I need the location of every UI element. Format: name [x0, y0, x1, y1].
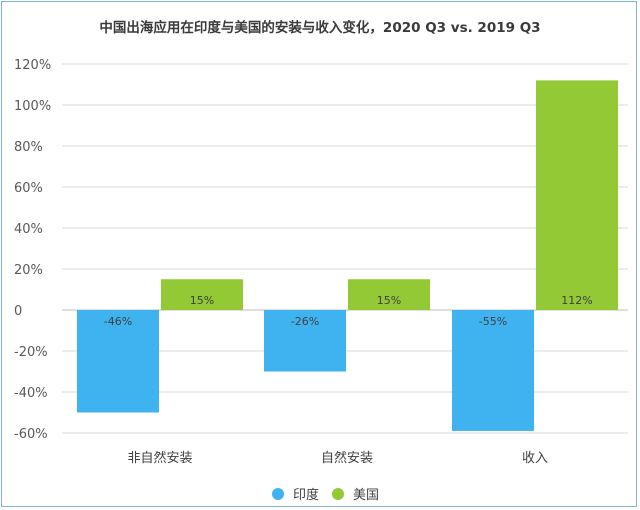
bars [77, 80, 618, 431]
y-tick-label: -20% [14, 345, 48, 360]
bar-india [77, 310, 159, 413]
bar-india [264, 310, 346, 372]
bar-usa [536, 80, 618, 311]
x-category-label: 自然安装 [321, 450, 373, 466]
y-tick-label: 80% [14, 140, 43, 155]
y-tick-label: 60% [14, 181, 43, 196]
y-tick-label: 0 [14, 304, 22, 319]
data-labels: -46% 15% -26% 15% -55% 112% [104, 294, 593, 328]
bar-usa [161, 279, 243, 310]
y-axis: 120% 100% 80% 60% 40% 20% 0 -20% -40% -60% [14, 58, 51, 442]
x-axis: 非自然安装 自然安装 收入 [127, 450, 548, 466]
y-tick-label: 100% [14, 99, 51, 114]
y-tick-label: 40% [14, 222, 43, 237]
y-tick-label: 120% [14, 58, 51, 73]
legend-india-label: 印度 [293, 487, 319, 503]
y-tick-label: -40% [14, 386, 48, 401]
data-label: -46% [104, 315, 132, 328]
legend-india-swatch [272, 488, 284, 500]
x-category-label: 收入 [522, 451, 548, 466]
chart-title: 中国出海应用在印度与美国的安装与收入变化，2020 Q3 vs. 2019 Q3 [99, 19, 540, 36]
y-tick-label: 20% [14, 263, 43, 278]
bar-usa [348, 279, 430, 310]
legend: 印度 美国 [272, 487, 379, 503]
data-label: 15% [377, 294, 401, 307]
legend-usa-swatch [332, 488, 344, 500]
y-tick-label: -60% [14, 427, 48, 442]
x-category-label: 非自然安装 [127, 450, 192, 466]
legend-usa-label: 美国 [353, 488, 379, 503]
data-label: -55% [479, 315, 507, 328]
bar-india [452, 310, 534, 431]
data-label: 112% [561, 294, 592, 307]
data-label: 15% [190, 294, 214, 307]
data-label: -26% [291, 315, 319, 328]
